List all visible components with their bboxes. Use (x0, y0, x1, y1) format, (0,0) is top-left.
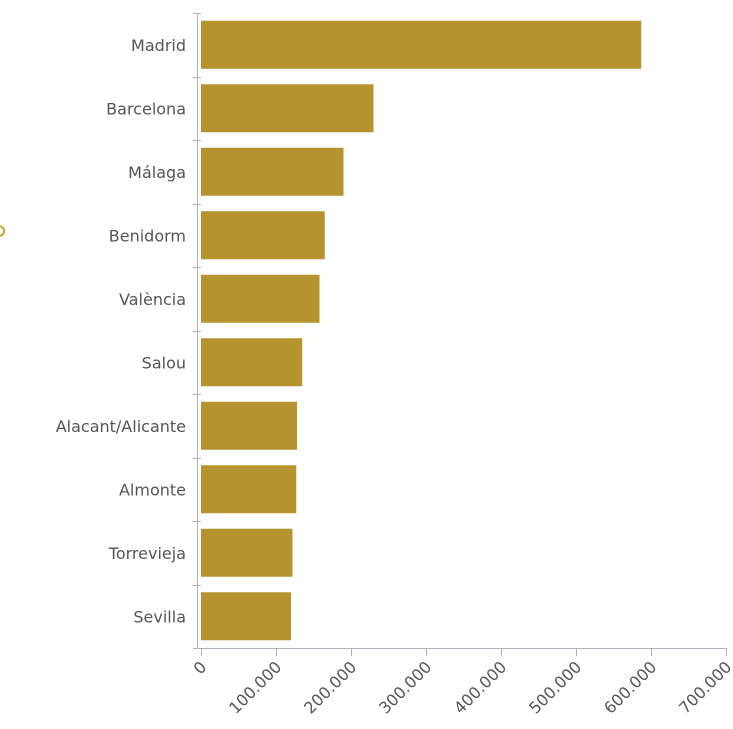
category-label: Benidorm (109, 226, 186, 245)
x-tick-label: 500.000 (525, 657, 585, 717)
category-label: Salou (142, 353, 186, 372)
x-tick-label: 700.000 (675, 657, 733, 717)
bar-alacant-alicante[interactable] (201, 401, 297, 450)
x-tick-label: 300.000 (375, 657, 435, 717)
category-label: València (119, 290, 186, 309)
bar-m-laga[interactable] (201, 147, 344, 196)
bar-torrevieja[interactable] (201, 528, 293, 577)
category-label: Madrid (131, 36, 186, 55)
category-label: Barcelona (106, 99, 186, 118)
x-tick-label: 100.000 (225, 657, 285, 717)
x-tick-label: 600.000 (600, 657, 660, 717)
category-label: Sevilla (133, 607, 186, 626)
bar-madrid[interactable] (201, 20, 642, 69)
bar-almonte[interactable] (201, 465, 297, 514)
category-label: Alacant/Alicante (56, 417, 186, 436)
x-tick-label: 400.000 (450, 657, 510, 717)
bar-sevilla[interactable] (201, 592, 291, 641)
bar-barcelona[interactable] (201, 84, 374, 133)
x-tick-label: 0 (190, 657, 211, 678)
bar-val-ncia[interactable] (201, 274, 320, 323)
bar-salou[interactable] (201, 338, 303, 387)
x-tick-label: 200.000 (300, 657, 360, 717)
category-label: Almonte (119, 480, 186, 499)
bar-benidorm[interactable] (201, 211, 325, 260)
category-label: Málaga (128, 163, 186, 182)
category-label: Torrevieja (108, 544, 186, 563)
